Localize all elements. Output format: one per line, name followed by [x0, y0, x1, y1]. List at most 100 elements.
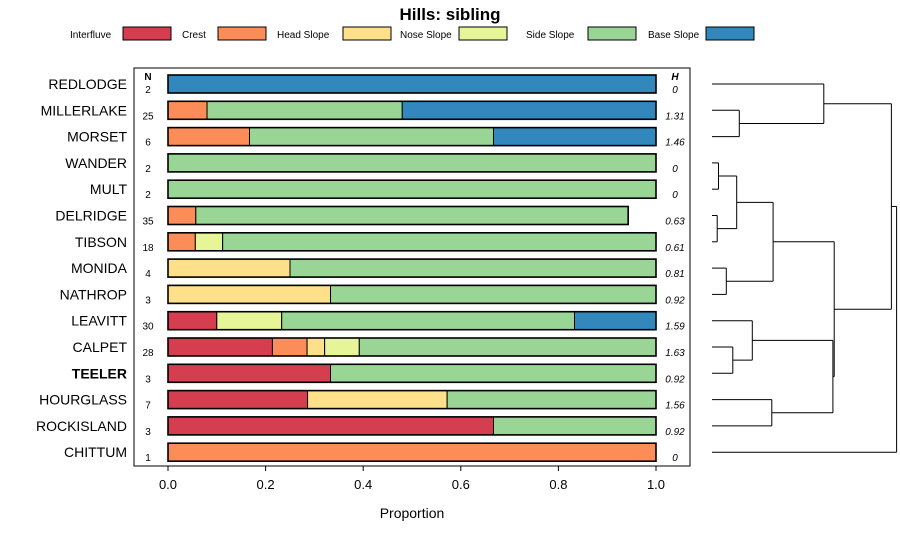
row-label-calpet: CALPET	[73, 339, 128, 355]
h-value-redlodge: 0	[672, 85, 678, 96]
bar-delridge-crest	[167, 206, 197, 225]
bar-monida-head-slope	[167, 258, 291, 278]
n-value-wander: 2	[145, 164, 151, 175]
h-column-header: H	[671, 72, 679, 83]
bar-calpet-crest	[271, 337, 308, 357]
bar-millerlake-base-slope	[401, 100, 657, 120]
h-value-wander: 0	[672, 164, 678, 175]
bar-hourglass-head-slope	[307, 390, 448, 410]
bar-leavitt-interfluve	[167, 311, 218, 331]
h-value-calpet: 1.63	[665, 348, 685, 359]
h-value-morset: 1.46	[665, 138, 685, 149]
row-label-hourglass: HOURGLASS	[39, 392, 127, 408]
row-label-rockisland: ROCKISLAND	[36, 418, 127, 434]
bar-leavitt-nose-slope	[216, 311, 283, 331]
h-value-teeler: 0.92	[665, 374, 685, 385]
bar-outline-hourglass	[167, 389, 657, 410]
x-tick-label: 0.0	[159, 477, 177, 492]
n-value-leavitt: 30	[142, 322, 154, 333]
bar-outline-chittum	[167, 442, 657, 463]
n-value-redlodge: 2	[145, 85, 151, 96]
row-label-redlodge: REDLODGE	[48, 76, 127, 92]
x-tick-label: 0.6	[452, 477, 470, 492]
bar-outline-rockisland	[167, 416, 657, 436]
bar-outline-wander	[167, 153, 657, 173]
row-label-mult: MULT	[90, 181, 128, 197]
n-value-teeler: 3	[145, 374, 151, 385]
bar-calpet-nose-slope	[324, 337, 360, 357]
legend-swatch-side-slope	[587, 26, 637, 41]
legend-label-crest: Crest	[182, 30, 206, 41]
legend-label-interfluve: Interfluve	[70, 30, 112, 41]
row-label-monida: MONIDA	[71, 260, 128, 276]
bar-teeler-interfluve	[167, 363, 332, 383]
bar-calpet-head-slope	[306, 337, 326, 357]
n-value-chittum: 1	[145, 453, 151, 464]
bar-chittum-crest	[167, 442, 657, 462]
n-value-calpet: 28	[142, 348, 154, 359]
bar-outline-millerlake	[167, 100, 657, 121]
bar-tibson-side-slope	[222, 232, 657, 252]
x-tick-label: 1.0	[647, 477, 665, 492]
bar-outline-teeler	[167, 363, 657, 384]
h-value-rockisland: 0.92	[665, 427, 685, 438]
h-value-leavitt: 1.59	[665, 322, 685, 333]
h-value-delridge: 0.63	[665, 217, 685, 228]
bar-morset-base-slope	[492, 127, 657, 147]
bar-millerlake-side-slope	[206, 100, 403, 120]
bar-nathrop-side-slope	[330, 284, 657, 304]
n-value-mult: 2	[145, 190, 151, 201]
plot-frame	[133, 67, 691, 467]
bar-outline-tibson	[167, 232, 657, 252]
bar-outline-monida	[167, 258, 657, 278]
bar-hourglass-side-slope	[446, 390, 657, 410]
bar-tibson-nose-slope	[194, 232, 224, 252]
h-value-tibson: 0.61	[665, 243, 684, 254]
bar-outline-delridge	[167, 205, 629, 226]
bar-outline-nathrop	[167, 284, 657, 305]
bar-outline-redlodge	[167, 74, 657, 94]
n-value-millerlake: 25	[142, 111, 154, 122]
legend-label-base-slope: Base Slope	[648, 30, 700, 41]
h-value-mult: 0	[672, 190, 678, 201]
bar-teeler-side-slope	[330, 363, 657, 383]
dendrogram	[712, 83, 898, 453]
bar-rockisland-side-slope	[492, 416, 657, 436]
bar-monida-side-slope	[289, 258, 657, 278]
n-value-monida: 4	[145, 269, 151, 280]
n-value-hourglass: 7	[145, 401, 151, 412]
n-column-header: N	[144, 72, 151, 83]
n-value-delridge: 35	[142, 217, 154, 228]
bar-outline-calpet	[167, 337, 657, 357]
legend-label-side-slope: Side Slope	[526, 30, 575, 41]
bar-outline-leavitt	[167, 310, 657, 331]
x-axis-label: Proportion	[380, 505, 445, 521]
chart-title: Hills: sibling	[399, 5, 500, 24]
bar-outline-mult	[167, 179, 657, 199]
bar-calpet-interfluve	[167, 337, 273, 357]
bar-morset-side-slope	[248, 127, 494, 147]
legend-swatch-head-slope	[342, 26, 392, 41]
legend-swatch-base-slope	[705, 26, 755, 41]
bar-mult-side-slope	[167, 179, 657, 199]
bar-tibson-crest	[167, 232, 196, 252]
bar-rows: REDLODGE 2 0 MILLERLAKE 25 1.31 MORSET 6 1.46 WAN…	[36, 74, 685, 464]
legend: Interfluve Crest Head Slope Nose Slope Side …	[70, 26, 755, 41]
bar-delridge-side-slope	[195, 206, 629, 225]
h-value-monida: 0.81	[665, 269, 684, 280]
h-value-hourglass: 1.56	[665, 401, 685, 412]
bar-leavitt-base-slope	[574, 311, 657, 331]
legend-swatch-crest	[217, 26, 267, 41]
bar-millerlake-crest	[167, 100, 208, 120]
h-value-nathrop: 0.92	[665, 295, 685, 306]
legend-label-nose-slope: Nose Slope	[400, 30, 452, 41]
row-label-teeler: TEELER	[72, 365, 127, 381]
row-label-morset: MORSET	[67, 129, 127, 145]
n-value-rockisland: 3	[145, 427, 151, 438]
bar-rockisland-interfluve	[167, 416, 494, 436]
x-axis: 0.0 0.2 0.4 0.6 0.8 1.0	[159, 466, 665, 492]
bar-wander-side-slope	[167, 153, 657, 173]
n-value-tibson: 18	[142, 243, 154, 254]
row-label-delridge: DELRIDGE	[55, 208, 127, 224]
